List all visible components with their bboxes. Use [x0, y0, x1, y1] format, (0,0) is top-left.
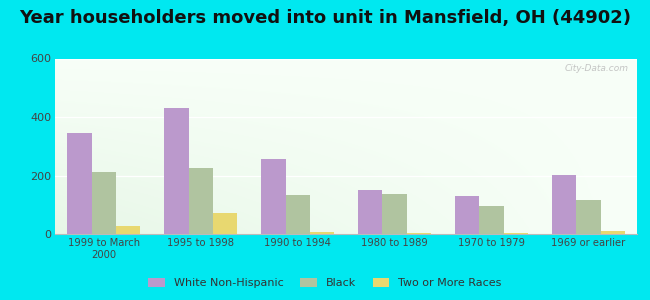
Bar: [310, 232, 334, 234]
Bar: [601, 231, 625, 234]
Bar: [382, 194, 407, 234]
Bar: [261, 159, 285, 234]
Bar: [164, 108, 188, 234]
Bar: [92, 172, 116, 234]
Bar: [188, 168, 213, 234]
Bar: [407, 233, 431, 234]
Text: City-Data.com: City-Data.com: [564, 64, 629, 73]
Bar: [116, 226, 140, 234]
Bar: [577, 200, 601, 234]
Bar: [455, 196, 480, 234]
Bar: [213, 213, 237, 234]
Bar: [285, 195, 310, 234]
Text: Year householders moved into unit in Mansfield, OH (44902): Year householders moved into unit in Man…: [19, 9, 631, 27]
Bar: [480, 206, 504, 234]
Bar: [358, 190, 382, 234]
Bar: [504, 233, 528, 234]
Legend: White Non-Hispanic, Black, Two or More Races: White Non-Hispanic, Black, Two or More R…: [144, 274, 506, 293]
Bar: [68, 133, 92, 234]
Bar: [552, 175, 577, 234]
